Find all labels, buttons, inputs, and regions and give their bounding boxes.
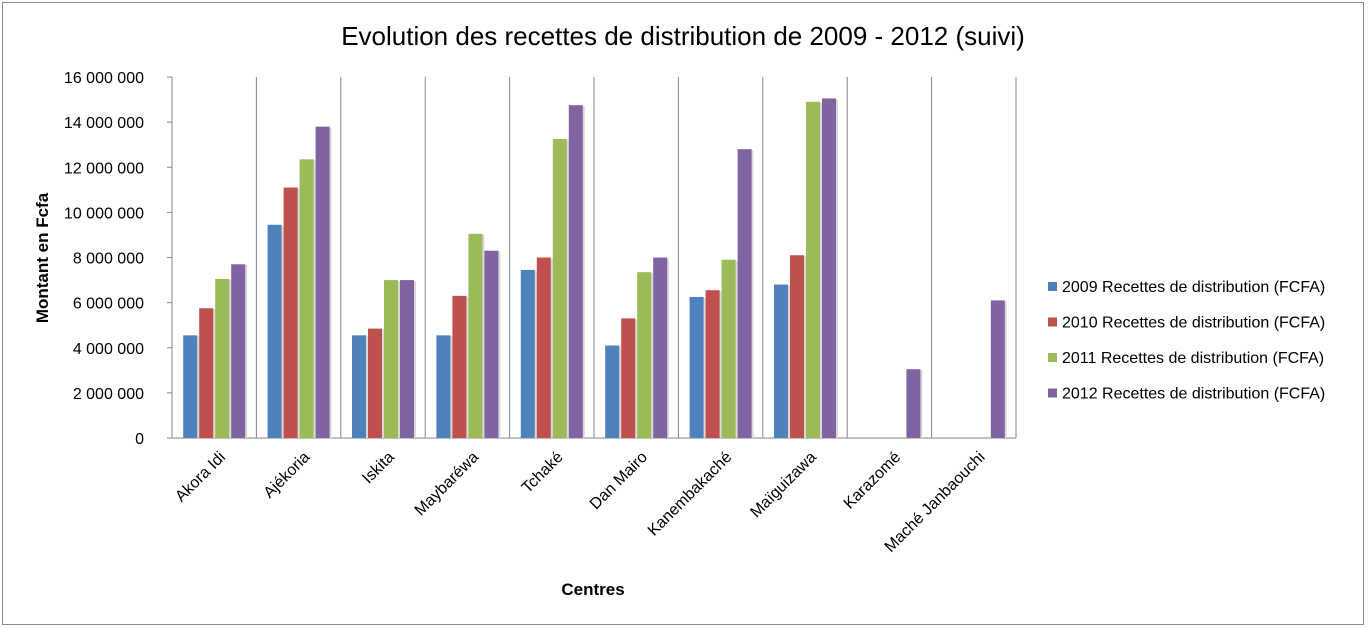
bar (384, 280, 398, 438)
y-tick-label: 0 (135, 431, 144, 448)
bar (199, 308, 214, 438)
x-tick-label: Karazomé (841, 449, 905, 513)
bar (183, 335, 198, 438)
legend-swatch (1048, 353, 1057, 362)
y-axis-title: Montant en Fcfa (33, 192, 52, 323)
bar (689, 296, 704, 438)
legend-label: 2012 Recettes de distribution (FCFA) (1062, 386, 1325, 403)
bar (737, 149, 752, 438)
legend-swatch (1048, 388, 1057, 398)
legend-label: 2009 Recettes de distribution (FCFA) (1062, 279, 1325, 296)
y-tick-label: 6 000 000 (73, 296, 144, 313)
bar (822, 98, 836, 438)
y-tick-label: 16 000 000 (64, 70, 144, 87)
y-axis-ticks: 0 2 000 000 4 000 000 6 000 000 8 000 000 10 … (64, 70, 172, 448)
y-tick-label: 12 000 000 (64, 160, 144, 177)
bar (215, 278, 230, 438)
bar (368, 328, 382, 438)
bar (653, 257, 668, 438)
bar (283, 187, 298, 438)
x-tick-label: Maybaréwa (412, 449, 483, 520)
bar (605, 345, 620, 438)
y-tick-label: 10 000 000 (64, 205, 144, 222)
bar (721, 259, 736, 438)
bar (552, 139, 567, 438)
x-tick-label: Dan Mairo (587, 449, 651, 513)
bar (806, 101, 820, 438)
bars (183, 98, 1007, 438)
bar (400, 280, 414, 438)
x-axis-labels: Akora Idi Ajékoria Iskita Maybaréwa Tchaké Da… (172, 449, 988, 556)
y-tick-label: 4 000 000 (73, 341, 144, 358)
y-tick-label: 8 000 000 (73, 251, 144, 268)
legend: 2009 Recettes de distribution (FCFA) 2010… (1048, 279, 1325, 403)
bar (568, 105, 583, 438)
category-separators (255, 77, 1017, 438)
bar (452, 295, 467, 438)
bar (990, 300, 1005, 438)
bar (536, 257, 551, 438)
bar (484, 250, 499, 438)
legend-swatch (1048, 282, 1057, 291)
x-tick-label: Maïguizawa (747, 449, 819, 521)
x-tick-label: Ajékoria (261, 449, 314, 502)
y-tick-label: 2 000 000 (73, 386, 144, 403)
bar (637, 272, 652, 438)
legend-label: 2010 Recettes de distribution (FCFA) (1062, 315, 1325, 332)
bar (231, 264, 246, 438)
bar (621, 318, 636, 438)
bar (790, 255, 804, 438)
bar (436, 335, 451, 438)
x-axis-title: Centres (561, 580, 624, 599)
x-tick-label: Akora Idi (172, 449, 229, 506)
y-tick-label: 14 000 000 (64, 115, 144, 132)
bar (352, 335, 366, 438)
bar (299, 159, 314, 438)
legend-label: 2011 Recettes de distribution (FCFA) (1062, 350, 1324, 367)
x-tick-label: Iskita (359, 449, 397, 487)
bar (468, 233, 483, 438)
x-tick-label: Kanembakaché (645, 449, 736, 540)
bar (906, 369, 921, 438)
bar (520, 269, 535, 438)
bar (267, 224, 282, 438)
x-tick-label: Tchaké (519, 449, 567, 497)
chart-title: Evolution des recettes de distribution d… (341, 21, 1025, 51)
bar (705, 290, 720, 438)
bar (774, 284, 788, 438)
legend-swatch (1048, 317, 1057, 327)
bar (315, 126, 330, 438)
